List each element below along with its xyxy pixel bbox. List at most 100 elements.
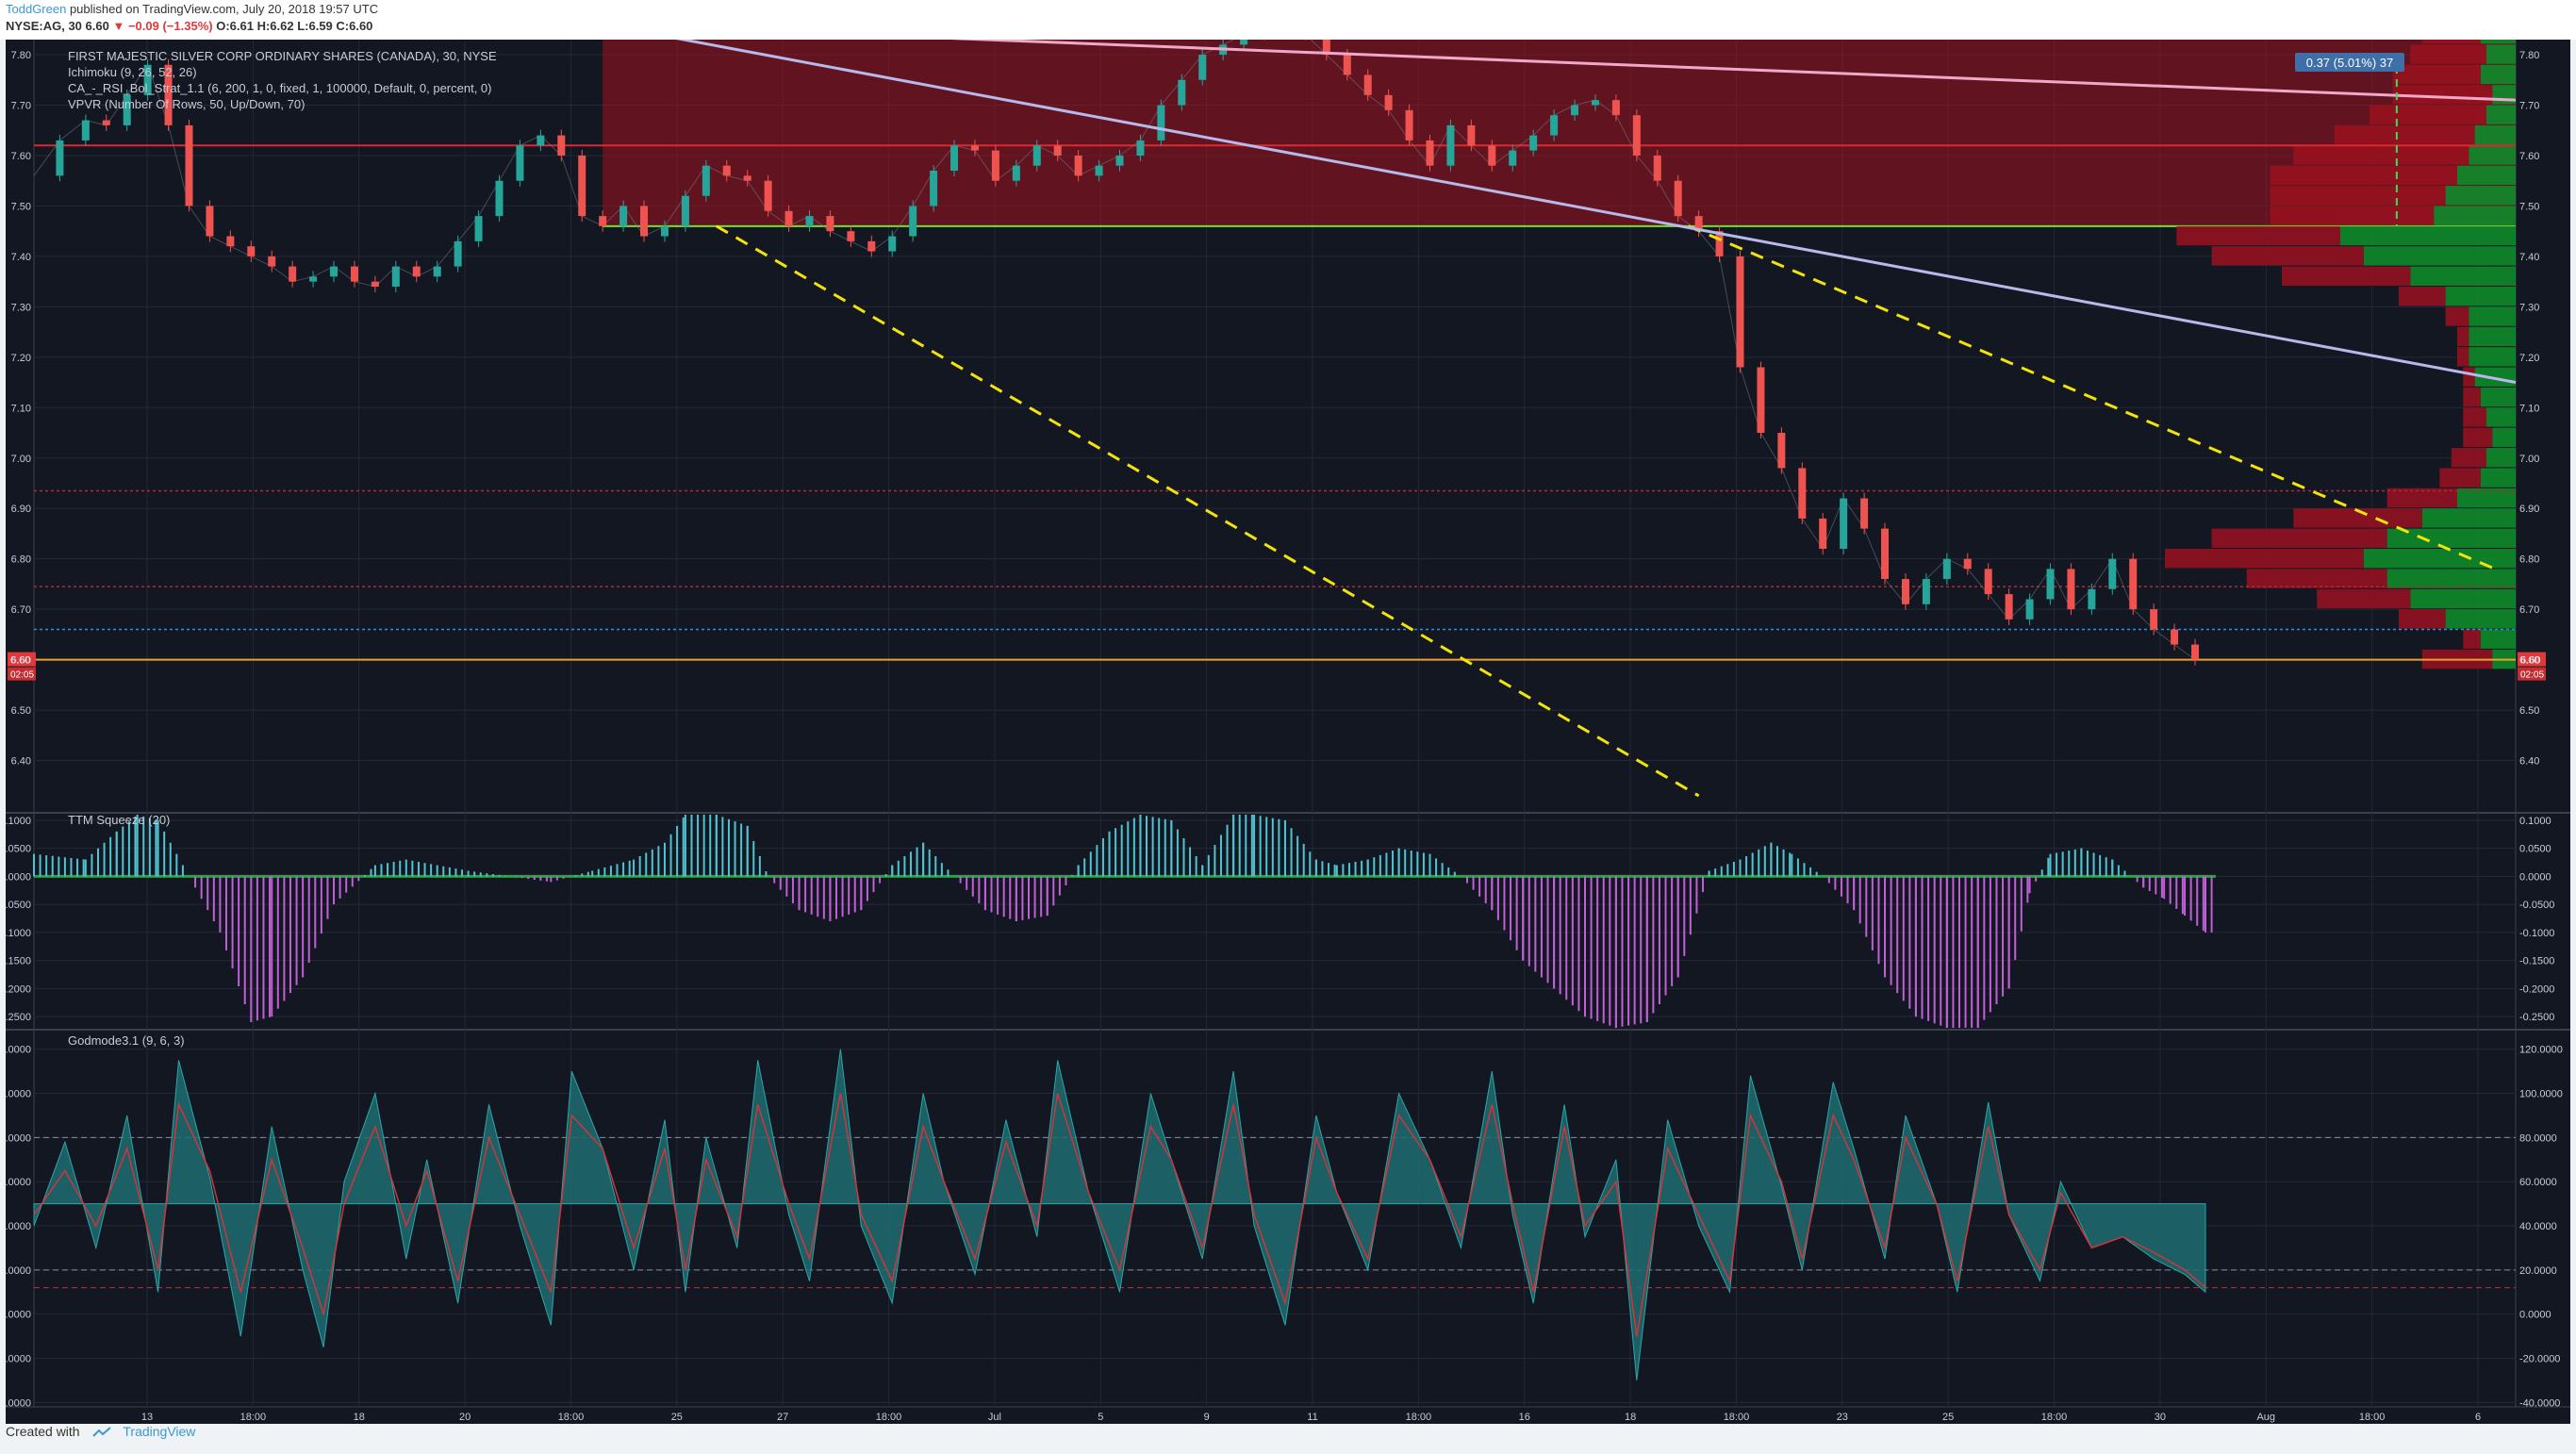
candle [1446,124,1455,166]
godmode-tick-label-left: 40.0000 [6,1221,31,1232]
trendlines[interactable] [603,40,2517,798]
candle [1881,528,1890,580]
godmode-title[interactable]: Godmode3.1 (9, 6, 3) [68,1033,185,1048]
candle [1509,150,1517,166]
time-tick-label: 18 [1625,1412,1636,1423]
candle [1571,105,1579,116]
time-tick-label: 13 [141,1412,153,1423]
vpvr-down-row [2463,629,2481,649]
time-tick-label: 27 [777,1412,788,1423]
price-tick-label-right: 6.60 [2519,655,2539,667]
legend-ichimoku[interactable]: Ichimoku (9, 26, 52, 26) [68,65,197,79]
candle [309,276,318,282]
vpvr-up-row [2469,347,2516,367]
candle [1653,155,1661,181]
candle [867,240,876,252]
footer: Created with TradingView [6,1424,195,1452]
vpvr-down-row [2211,528,2387,548]
candle [1488,145,1496,166]
candle [660,225,669,237]
candle [1860,498,1869,529]
price-tick-label-right: 7.00 [2519,454,2539,465]
candle [454,240,462,267]
time-tick-label: 25 [671,1412,683,1423]
candle [1591,100,1599,106]
godmode-tick-label-right: 0.0000 [2519,1310,2551,1321]
godmode-tick-label-left: 20.0000 [6,1265,31,1277]
vpvr-up-row [2410,266,2516,286]
candle [1032,145,1041,166]
ttm-title[interactable]: TTM Squeeze (20) [68,813,170,827]
candle [1798,468,1807,519]
candle [2129,558,2138,610]
ohlc-label: O:6.61 H:6.62 L:6.59 C:6.60 [216,19,373,33]
resistance-box [603,40,2516,226]
vpvr-down-row [2410,44,2486,64]
ttm-squeeze-pane [33,815,2216,1028]
price-tick-label-left: 7.70 [11,101,31,112]
ttm-tick-label-right: -0.0500 [2519,900,2554,911]
tradingview-link[interactable]: TradingView [123,1424,196,1439]
time-tick-label: 30 [2155,1412,2166,1423]
price-tick-label-right: 6.40 [2519,756,2539,768]
legend-rsi-strategy[interactable]: CA_-_RSI_Bol_Strat_1.1 (6, 200, 1, 0, fi… [68,81,492,95]
candle [1115,155,1124,166]
candle [784,210,793,226]
candle [289,266,297,282]
legend-vpvr[interactable]: VPVR (Number Of Rows, 50, Up/Down, 70) [68,97,305,111]
vpvr-up-row [2486,44,2516,64]
vpvr-down-row [2457,347,2469,367]
price-tick-label-left: 6.80 [11,554,31,566]
vpvr-up-row [2480,629,2516,649]
godmode-tick-label-left: 0.0000 [6,1310,31,1321]
godmode-tick-label-right: -40.0000 [2519,1397,2560,1409]
candle [2171,629,2179,645]
vpvr-down-row [2392,64,2481,85]
candle [1984,569,1992,595]
candle [1632,115,1641,156]
time-tick-label: 23 [1837,1412,1848,1423]
candle [1426,140,1434,166]
time-tick-label: 16 [1519,1412,1530,1423]
candle [681,195,689,226]
vpvr-down-row [2211,246,2364,266]
price-series [33,40,2200,666]
vpvr-up-row [2474,124,2516,145]
price-levels: 6.60 02:05 6.60 02:05 [8,144,2546,681]
vpvr-down-row [2282,266,2411,286]
author-link[interactable]: ToddGreen [6,2,67,16]
time-tick-label: 25 [1942,1412,1954,1423]
candle [226,236,235,247]
ttm-tick-label-left: 0.0500 [6,844,31,855]
price-tick-label-left: 7.80 [11,50,31,61]
candle [1467,124,1476,146]
ttm-tick-label-right: 0.0000 [2519,871,2551,883]
godmode-tick-label-right: 80.0000 [2519,1132,2557,1144]
candle [495,180,504,217]
candle [1240,40,1248,45]
godmode-tick-label-left: -40.0000 [6,1397,31,1409]
vpvr-down-row [2421,40,2481,44]
price-tick-label-right: 7.50 [2519,201,2539,212]
candle [1384,94,1393,110]
candle [1611,100,1620,116]
vpvr-up-row [2445,186,2516,206]
vpvr-down-row [2463,427,2493,448]
vpvr-up-row [2340,225,2516,246]
ttm-tick-label-right: -0.1500 [2519,956,2554,967]
price-tick-label-right: 7.60 [2519,151,2539,162]
vpvr-up-row [2434,206,2516,225]
candle [1053,145,1062,156]
ttm-tick-label-left: -0.2500 [6,1012,31,1023]
godmode-tick-label-right: 120.0000 [2519,1045,2563,1056]
time-tick-label: 6 [2475,1412,2481,1423]
candle [1012,165,1020,181]
godmode-tick-label-right: 60.0000 [2519,1177,2557,1188]
ttm-tick-label-left: -0.1500 [6,956,31,967]
vpvr-down-row [2293,508,2422,528]
candle [102,120,110,125]
vpvr-up-row [2469,326,2516,347]
publication-header: ToddGreen published on TradingView.com, … [0,0,2576,40]
symbol-quote: NYSE:AG, 30 6.60 ▼ −0.09 (−1.35%) O:6.61… [6,19,372,33]
